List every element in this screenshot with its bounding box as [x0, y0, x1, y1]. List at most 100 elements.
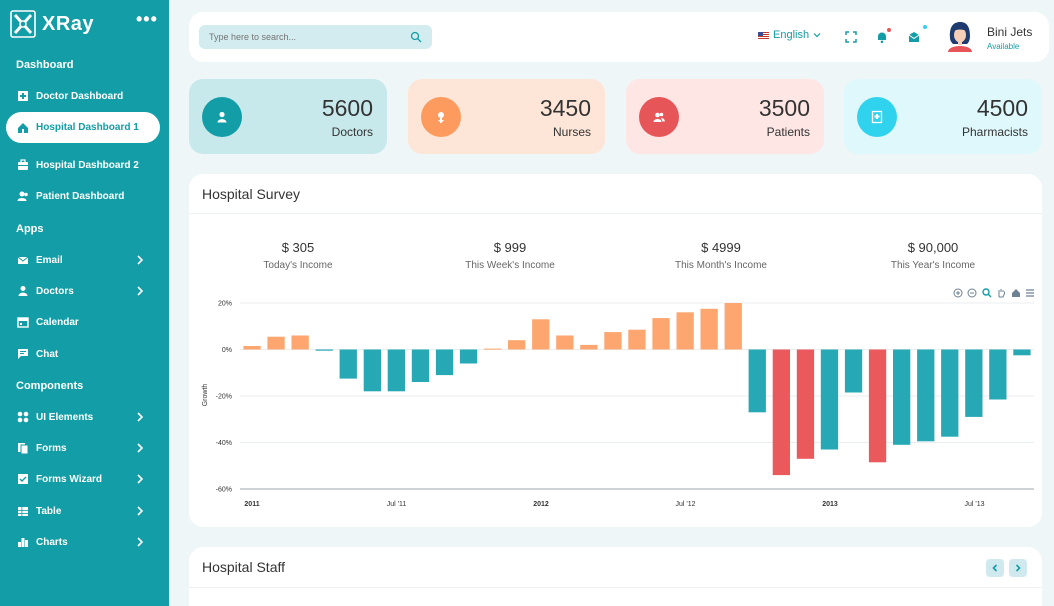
avatar[interactable]: [945, 20, 975, 54]
y-tick-label: -40%: [216, 440, 232, 447]
chart-bar[interactable]: [820, 349, 839, 450]
zoom-select-icon[interactable]: [982, 288, 992, 298]
search-icon[interactable]: [410, 31, 422, 43]
sidebar-item-table[interactable]: Table: [6, 496, 160, 526]
sidebar-item-email[interactable]: Email: [6, 245, 160, 275]
language-selector[interactable]: English: [758, 29, 821, 41]
chart-bar[interactable]: [868, 349, 887, 463]
chevron-down-icon: [813, 33, 821, 38]
sidebar-item-ui-elements[interactable]: UI Elements: [6, 402, 160, 432]
chart-bar[interactable]: [844, 349, 863, 393]
chart-bar[interactable]: [459, 349, 478, 364]
reset-home-icon[interactable]: [1011, 288, 1021, 298]
chart-bar[interactable]: [893, 349, 911, 445]
chart-bar[interactable]: [989, 349, 1007, 400]
chart-bar[interactable]: [748, 349, 766, 413]
chart-bar[interactable]: [363, 349, 381, 392]
divider: [189, 213, 1042, 214]
pharmacy-icon: [857, 97, 897, 137]
chart-bar[interactable]: [556, 335, 574, 350]
sidebar-item-doctor-dashboard[interactable]: Doctor Dashboard: [6, 81, 160, 111]
chart-bar[interactable]: [435, 349, 454, 376]
brand[interactable]: XRay: [10, 8, 94, 40]
chart-bar[interactable]: [508, 340, 526, 350]
mail-icon[interactable]: [907, 30, 921, 44]
chart-bar[interactable]: [652, 318, 670, 350]
sidebar-item-hospital-dashboard-2[interactable]: Hospital Dashboard 2: [6, 150, 160, 180]
chart-bar[interactable]: [484, 348, 502, 350]
income-today: $ 305 Today's Income: [223, 240, 373, 271]
x-tick-label: Jul '12: [675, 501, 695, 508]
chart-bar[interactable]: [339, 349, 357, 379]
zoom-in-icon[interactable]: [953, 288, 963, 298]
more-dots-icon[interactable]: •••: [136, 9, 158, 29]
chart-bar[interactable]: [267, 336, 285, 350]
stat-value: 5600: [321, 95, 373, 121]
pan-hand-icon[interactable]: [996, 288, 1006, 298]
panel-title: Hospital Staff: [202, 559, 286, 575]
stat-card-nurses: 3450 Nurses: [408, 79, 605, 154]
bell-icon[interactable]: [875, 30, 889, 44]
chart-bar[interactable]: [628, 329, 646, 350]
income-month: $ 4999 This Month's Income: [646, 240, 796, 271]
fullscreen-icon[interactable]: [844, 30, 858, 44]
chart-bar[interactable]: [917, 349, 935, 442]
sidebar-item-patient-dashboard[interactable]: Patient Dashboard: [6, 181, 160, 211]
stat-value: 3500: [758, 95, 810, 121]
chart-bar[interactable]: [532, 319, 550, 350]
chart-bar[interactable]: [796, 349, 815, 459]
sidebar-item-chat[interactable]: Chat: [6, 339, 160, 369]
menu-icon[interactable]: [1025, 288, 1035, 298]
chevron-right-icon: [137, 255, 144, 265]
chart-bar[interactable]: [580, 344, 598, 350]
chart-bar[interactable]: [243, 346, 261, 350]
chart-bar[interactable]: [965, 349, 983, 417]
x-tick-label: 2012: [533, 501, 549, 508]
chart-bar[interactable]: [315, 349, 333, 351]
sidebar-item-forms[interactable]: Forms: [6, 433, 160, 463]
x-tick-label: Jul '11: [387, 501, 407, 508]
users-icon: [16, 189, 30, 203]
chart-bar[interactable]: [941, 349, 959, 437]
income-amount: $ 4999: [701, 240, 741, 255]
stat-card-pharmacists: 4500 Pharmacists: [844, 79, 1042, 154]
search-box[interactable]: [199, 25, 432, 49]
sidebar-item-hospital-dashboard-1[interactable]: Hospital Dashboard 1: [6, 112, 160, 143]
income-amount: $ 90,000: [907, 240, 959, 255]
y-tick-label: -60%: [216, 487, 232, 494]
envelope-icon: [16, 253, 30, 267]
chart-bar[interactable]: [387, 349, 405, 392]
stat-value: 3450: [539, 95, 591, 121]
chart-bar[interactable]: [724, 303, 742, 350]
next-button[interactable]: [1009, 559, 1027, 577]
chart-bar[interactable]: [604, 332, 622, 350]
forms-icon: [16, 441, 30, 455]
zoom-out-icon[interactable]: [967, 288, 977, 298]
chart-bar[interactable]: [772, 349, 790, 476]
panel-title: Hospital Survey: [202, 186, 301, 202]
prev-button[interactable]: [986, 559, 1004, 577]
user-name[interactable]: Bini Jets: [987, 25, 1033, 39]
hospital-icon: [16, 89, 30, 103]
sidebar-item-label: Doctor Dashboard: [36, 90, 124, 102]
sidebar-item-label: Patient Dashboard: [36, 190, 125, 202]
chat-icon: [16, 347, 30, 361]
chart-bar[interactable]: [291, 335, 309, 350]
section-title-dashboard: Dashboard: [16, 59, 74, 71]
user-status: Available: [987, 42, 1020, 51]
brand-name: XRay: [42, 12, 95, 35]
sidebar-item-charts[interactable]: Charts: [6, 527, 160, 557]
chart-bar[interactable]: [1013, 349, 1031, 356]
y-tick-label: 20%: [218, 301, 232, 308]
stat-card-doctors: 5600 Doctors: [189, 79, 387, 154]
chart-bar[interactable]: [411, 349, 430, 383]
chevron-left-icon: [992, 564, 998, 572]
search-input[interactable]: [209, 32, 399, 42]
chart-bar[interactable]: [676, 312, 694, 350]
chart-bar[interactable]: [700, 308, 718, 350]
grid-icon: [16, 410, 30, 424]
wizard-icon: [16, 472, 30, 486]
sidebar-item-forms-wizard[interactable]: Forms Wizard: [6, 464, 160, 494]
sidebar-item-doctors[interactable]: Doctors: [6, 276, 160, 306]
sidebar-item-calendar[interactable]: Calendar: [6, 307, 160, 337]
